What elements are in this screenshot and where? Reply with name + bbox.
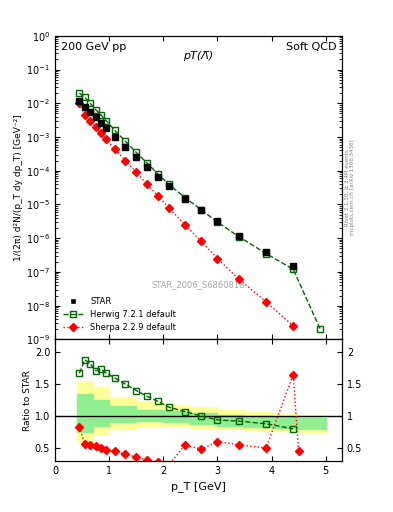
Y-axis label: Ratio to STAR: Ratio to STAR	[23, 370, 32, 431]
STAR	[215, 218, 220, 224]
STAR	[99, 120, 103, 126]
STAR	[156, 174, 160, 180]
X-axis label: p_T [GeV]: p_T [GeV]	[171, 481, 226, 492]
Text: STAR_2006_S6860818: STAR_2006_S6860818	[152, 280, 245, 289]
STAR	[237, 232, 241, 239]
Line: STAR: STAR	[76, 97, 297, 269]
STAR	[104, 125, 109, 132]
Y-axis label: Rivet 3.1.10, ≥ 3.4M events
mcplots.cern.ch [arXiv:1306.3436]: Rivet 3.1.10, ≥ 3.4M events mcplots.cern…	[345, 140, 356, 236]
Y-axis label: 1/(2π) d²N/(p_T dy dp_T) [GeV⁻²]: 1/(2π) d²N/(p_T dy dp_T) [GeV⁻²]	[14, 114, 23, 261]
STAR	[112, 134, 117, 140]
Text: Soft QCD: Soft QCD	[286, 42, 336, 52]
STAR	[264, 248, 268, 254]
Text: 200 GeV pp: 200 GeV pp	[61, 42, 126, 52]
STAR	[93, 114, 98, 120]
STAR	[199, 207, 204, 213]
STAR	[291, 263, 296, 269]
STAR	[77, 98, 82, 104]
STAR	[183, 196, 187, 202]
STAR	[83, 103, 87, 110]
STAR	[166, 183, 171, 189]
STAR	[134, 154, 139, 160]
STAR	[123, 144, 128, 150]
Legend: STAR, Herwig 7.2.1 default, Sherpa 2.2.9 default: STAR, Herwig 7.2.1 default, Sherpa 2.2.9…	[59, 293, 179, 335]
STAR	[88, 109, 93, 115]
Text: pT(Λ̅): pT(Λ̅)	[184, 51, 213, 61]
STAR	[145, 164, 149, 170]
